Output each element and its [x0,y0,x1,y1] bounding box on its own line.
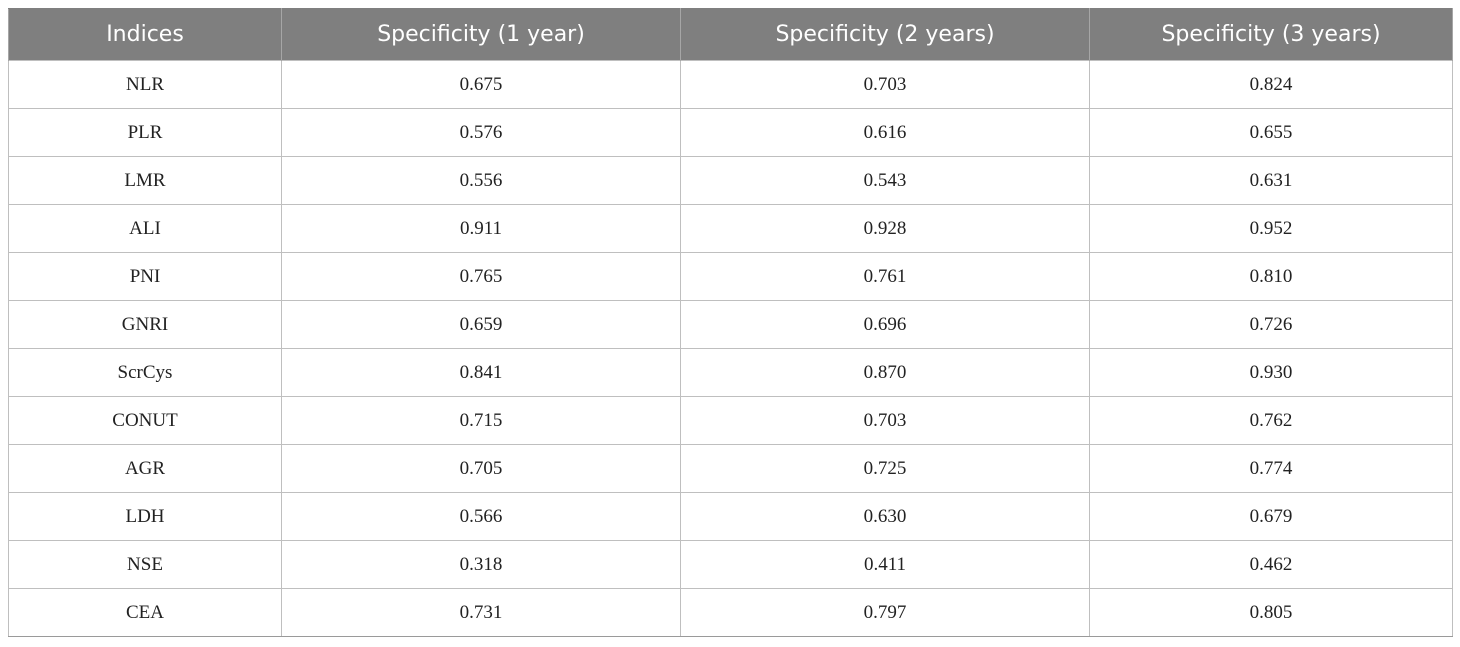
index-cell: GNRI [8,300,282,349]
specificity-3-years-cell: 0.726 [1089,300,1453,349]
table-row: ScrCys 0.841 0.870 0.930 [8,348,1453,397]
specificity-3-years-cell: 0.952 [1089,204,1453,253]
index-cell: PNI [8,252,282,301]
specificity-1-year-cell: 0.566 [281,492,681,541]
specificity-2-years-cell: 0.928 [680,204,1090,253]
specificity-2-years-cell: 0.543 [680,156,1090,205]
specificity-3-years-cell: 0.655 [1089,108,1453,157]
specificity-3-years-cell: 0.824 [1089,60,1453,109]
specificity-3-years-cell: 0.762 [1089,396,1453,445]
specificity-1-year-cell: 0.765 [281,252,681,301]
table-body: NLR 0.675 0.703 0.824 PLR 0.576 0.616 0.655 LMR 0… [8,60,1453,637]
table-row: PLR 0.576 0.616 0.655 [8,108,1453,157]
specificity-3-years-cell: 0.462 [1089,540,1453,589]
table-row: ALI 0.911 0.928 0.952 [8,204,1453,253]
specificity-1-year-cell: 0.675 [281,60,681,109]
specificity-3-years-cell: 0.810 [1089,252,1453,301]
table-row: NSE 0.318 0.411 0.462 [8,540,1453,589]
header-specificity-1-year: Specificity (1 year) [281,8,681,61]
specificity-2-years-cell: 0.761 [680,252,1090,301]
specificity-1-year-cell: 0.659 [281,300,681,349]
specificity-2-years-cell: 0.696 [680,300,1090,349]
specificity-2-years-cell: 0.870 [680,348,1090,397]
specificity-1-year-cell: 0.841 [281,348,681,397]
specificity-table-container: Indices Specificity (1 year) Specificity… [8,8,1453,637]
table-row: AGR 0.705 0.725 0.774 [8,444,1453,493]
table-row: GNRI 0.659 0.696 0.726 [8,300,1453,349]
header-row: Indices Specificity (1 year) Specificity… [8,8,1453,61]
specificity-1-year-cell: 0.318 [281,540,681,589]
specificity-1-year-cell: 0.576 [281,108,681,157]
specificity-2-years-cell: 0.630 [680,492,1090,541]
table-row: LMR 0.556 0.543 0.631 [8,156,1453,205]
table-header: Indices Specificity (1 year) Specificity… [8,8,1453,61]
specificity-1-year-cell: 0.556 [281,156,681,205]
header-specificity-3-years: Specificity (3 years) [1089,8,1453,61]
header-specificity-2-years: Specificity (2 years) [680,8,1090,61]
index-cell: ALI [8,204,282,253]
table-row: CEA 0.731 0.797 0.805 [8,588,1453,637]
specificity-1-year-cell: 0.911 [281,204,681,253]
index-cell: NSE [8,540,282,589]
specificity-3-years-cell: 0.930 [1089,348,1453,397]
specificity-3-years-cell: 0.805 [1089,588,1453,637]
header-indices: Indices [8,8,282,61]
specificity-3-years-cell: 0.631 [1089,156,1453,205]
table-row: LDH 0.566 0.630 0.679 [8,492,1453,541]
table-row: NLR 0.675 0.703 0.824 [8,60,1453,109]
specificity-table: Indices Specificity (1 year) Specificity… [8,8,1453,637]
index-cell: NLR [8,60,282,109]
specificity-1-year-cell: 0.731 [281,588,681,637]
specificity-2-years-cell: 0.725 [680,444,1090,493]
index-cell: LMR [8,156,282,205]
specificity-1-year-cell: 0.705 [281,444,681,493]
index-cell: AGR [8,444,282,493]
table-row: PNI 0.765 0.761 0.810 [8,252,1453,301]
index-cell: CEA [8,588,282,637]
specificity-3-years-cell: 0.774 [1089,444,1453,493]
index-cell: PLR [8,108,282,157]
specificity-2-years-cell: 0.411 [680,540,1090,589]
specificity-2-years-cell: 0.616 [680,108,1090,157]
specificity-2-years-cell: 0.703 [680,60,1090,109]
specificity-3-years-cell: 0.679 [1089,492,1453,541]
specificity-2-years-cell: 0.797 [680,588,1090,637]
specificity-1-year-cell: 0.715 [281,396,681,445]
index-cell: ScrCys [8,348,282,397]
index-cell: LDH [8,492,282,541]
index-cell: CONUT [8,396,282,445]
table-row: CONUT 0.715 0.703 0.762 [8,396,1453,445]
specificity-2-years-cell: 0.703 [680,396,1090,445]
